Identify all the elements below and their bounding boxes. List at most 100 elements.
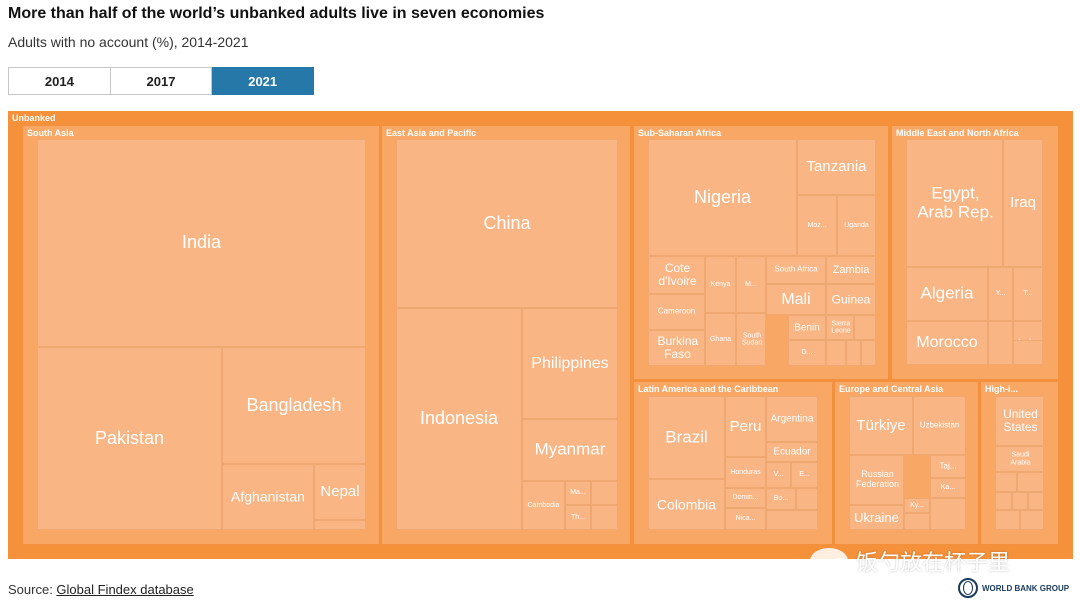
leaf-other-economy[interactable] (1028, 492, 1044, 510)
leaf-bo[interactable]: Bo... (766, 488, 796, 510)
chart-subtitle: Adults with no account (%), 2014-2021 (8, 34, 249, 50)
leaf-moz[interactable]: Moz... (797, 195, 837, 256)
chat-bubbles-icon (810, 548, 852, 574)
leaf-v[interactable]: V... (766, 462, 791, 488)
leaf-kenya[interactable]: Kenya (705, 256, 736, 313)
leaf-russian-federation[interactable]: Russian Federation (849, 455, 904, 505)
source-link[interactable]: Global Findex database (56, 582, 194, 597)
year-tabs: 2014 2017 2021 (8, 67, 315, 95)
leaf-other-economy[interactable] (591, 505, 618, 530)
brand-text: WORLD BANK GROUP (982, 583, 1070, 593)
leaf-zambia[interactable]: Zambia (826, 256, 876, 284)
leaf-label: Pakistan (94, 427, 165, 448)
leaf-other-economy[interactable] (854, 315, 876, 340)
leaf-sierra-leone[interactable]: Sierra Leone (826, 315, 854, 340)
leaf-cambodia[interactable]: Cambodia (522, 481, 565, 530)
leaf-other-economy[interactable] (988, 321, 1013, 365)
leaf-ka[interactable]: Ka... (930, 478, 966, 498)
leaf-guinea[interactable]: Guinea (826, 284, 876, 315)
leaf-label: Algeria (920, 283, 974, 303)
leaf-china[interactable]: China (396, 139, 618, 308)
leaf-th[interactable]: Th... (565, 505, 591, 530)
leaf-myanmar[interactable]: Myanmar (522, 419, 618, 481)
leaf-e[interactable]: E... (791, 462, 818, 488)
leaf-cote-d-ivoire[interactable]: Cote d'Ivoire (648, 256, 705, 294)
leaf-ecuador[interactable]: Ecuador (766, 442, 818, 462)
leaf-indonesia[interactable]: Indonesia (396, 308, 522, 530)
leaf-saudi-arabia[interactable]: Saudi Arabia (995, 446, 1044, 472)
leaf-label: Nepal (320, 482, 360, 500)
leaf-y[interactable]: Y... (988, 267, 1013, 321)
leaf-other-economy[interactable] (1017, 472, 1044, 492)
leaf-other-economy[interactable] (995, 472, 1017, 492)
leaf-mali[interactable]: Mali (766, 284, 826, 315)
leaf-nica[interactable]: Nica... (725, 508, 766, 530)
leaf-nigeria[interactable]: Nigeria (648, 139, 797, 256)
leaf-other-economy[interactable] (1013, 340, 1043, 365)
leaf-other-economy[interactable] (861, 340, 876, 366)
leaf-south-africa[interactable]: South Africa (766, 256, 826, 284)
leaf-label: Ukraine (854, 509, 899, 525)
leaf-label: Ghana (709, 335, 732, 343)
leaf-uzbekistan[interactable]: Uzbekistan (913, 396, 966, 455)
leaf-label: Ecuador (773, 446, 811, 458)
tab-2017[interactable]: 2017 (110, 67, 213, 95)
leaf-other-economy[interactable] (591, 481, 618, 505)
leaf-algeria[interactable]: Algeria (906, 267, 988, 321)
leaf-ukraine[interactable]: Ukraine (849, 505, 904, 530)
leaf-other-economy[interactable] (846, 340, 861, 366)
leaf-afghanistan[interactable]: Afghanistan (222, 464, 314, 530)
leaf-other-economy[interactable] (826, 340, 846, 366)
leaf-t-rkiye[interactable]: Türkiye (849, 396, 913, 455)
leaf-ma[interactable]: Ma... (565, 481, 591, 505)
leaf-south-sudan[interactable]: South Sudan (736, 313, 766, 366)
leaf-bangladesh[interactable]: Bangladesh (222, 347, 366, 464)
leaf-argentina[interactable]: Argentina (766, 396, 818, 442)
leaf-iraq[interactable]: Iraq (1003, 139, 1043, 267)
leaf-domin[interactable]: Domin... (725, 488, 766, 508)
leaf-india[interactable]: India (37, 139, 366, 347)
leaf-d[interactable]: D... (788, 340, 826, 366)
leaf-other-economy[interactable] (314, 520, 366, 530)
leaf-pakistan[interactable]: Pakistan (37, 347, 222, 530)
leaf-t[interactable]: T... (1013, 267, 1043, 321)
leaf-united-states[interactable]: United States (995, 396, 1044, 446)
region-label: High-i... (985, 384, 1018, 394)
leaf-other-economy[interactable] (796, 488, 818, 510)
leaf-benin[interactable]: Benin (788, 315, 826, 340)
leaf-other-economy[interactable] (1020, 510, 1044, 530)
leaf-label: Bangladesh (246, 394, 342, 415)
leaf-ghana[interactable]: Ghana (705, 313, 736, 366)
leaf-label: Mali (781, 290, 811, 308)
leaf-tanzania[interactable]: Tanzania (797, 139, 876, 195)
leaf-philippines[interactable]: Philippines (522, 308, 618, 419)
tab-2014[interactable]: 2014 (8, 67, 111, 95)
leaf-other-economy[interactable] (1012, 492, 1028, 510)
source-note: Source: Global Findex database (8, 582, 194, 597)
leaf-honduras[interactable]: Honduras (725, 457, 766, 488)
tab-2021[interactable]: 2021 (212, 67, 315, 95)
leaf-label: Philippines (531, 354, 609, 372)
region-label: East Asia and Pacific (386, 128, 477, 138)
leaf-ky[interactable]: Ky... (904, 498, 930, 513)
leaf-uganda[interactable]: Uganda (837, 195, 876, 256)
leaf-m[interactable]: M... (736, 256, 766, 313)
leaf-label: China (483, 212, 531, 233)
leaf-label: Guinea (831, 291, 871, 306)
leaf-other-economy[interactable] (904, 513, 930, 530)
leaf-nepal[interactable]: Nepal (314, 464, 366, 520)
leaf-brazil[interactable]: Brazil (648, 396, 725, 479)
leaf-cameroon[interactable]: Cameroon (648, 294, 705, 330)
leaf-morocco[interactable]: Morocco (906, 321, 988, 365)
leaf-label: Iraq (1010, 193, 1036, 211)
leaf-other-economy[interactable] (930, 498, 966, 530)
leaf-label: Argentina (770, 413, 814, 425)
leaf-colombia[interactable]: Colombia (648, 479, 725, 530)
leaf-other-economy[interactable] (766, 510, 818, 530)
leaf-taj[interactable]: Taj... (930, 455, 966, 478)
leaf-other-economy[interactable] (995, 510, 1020, 530)
leaf-burkina-faso[interactable]: Burkina Faso (648, 330, 705, 366)
leaf-other-economy[interactable] (995, 492, 1012, 510)
leaf-peru[interactable]: Peru (725, 396, 766, 457)
leaf-egypt-arab-rep[interactable]: Egypt, Arab Rep. (906, 139, 1003, 267)
